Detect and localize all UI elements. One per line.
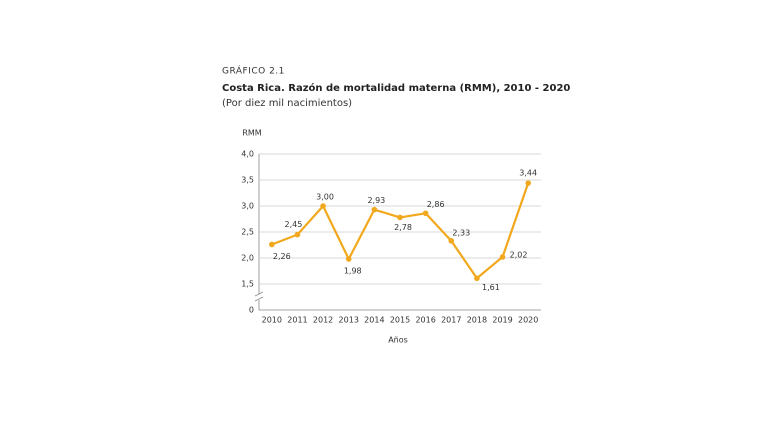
x-tick-label: 2020	[518, 316, 538, 325]
x-tick-label: 2014	[364, 316, 384, 325]
chart-label: GRÁFICO 2.1	[222, 65, 285, 77]
point	[422, 210, 429, 217]
data-label: 2,33	[452, 228, 470, 237]
point	[320, 203, 326, 209]
chart-title: Costa Rica. Razón de mortalidad materna …	[222, 82, 570, 94]
x-tick-label: 2013	[339, 316, 359, 325]
x-axis-title: Años	[388, 336, 408, 345]
point	[474, 275, 480, 282]
data-label: 2,26	[273, 252, 291, 261]
y-tick-label: 1,5	[241, 280, 254, 289]
axis-break	[254, 291, 264, 302]
data-label: 2,45	[285, 220, 303, 229]
axis-break-gap	[255, 294, 263, 300]
y-axis-title: RMM	[242, 129, 261, 138]
x-tick-label: 2016	[415, 316, 435, 325]
y-tick-label: 0	[249, 306, 254, 315]
x-tick-label: 2011	[287, 316, 307, 325]
point	[397, 214, 403, 221]
point	[525, 180, 531, 186]
y-tick-label: 2,5	[241, 228, 254, 237]
chart-subtitle: (Por diez mil nacimientos)	[222, 98, 352, 109]
x-tick-label: 2017	[441, 316, 461, 325]
y-tick-label: 4,0	[241, 150, 254, 159]
x-tick-label: 2010	[262, 316, 282, 325]
data-label: 2,93	[367, 196, 385, 205]
x-tick-label: 2018	[467, 316, 487, 325]
data-label: 2,78	[394, 223, 412, 232]
point	[371, 206, 378, 213]
point	[269, 241, 275, 248]
point	[345, 256, 352, 262]
data-label: 2,86	[427, 200, 445, 209]
y-tick-label: 3,0	[241, 202, 254, 211]
y-tick-label: 3,5	[241, 176, 254, 185]
data-label: 1,61	[482, 283, 500, 292]
data-label: 2,02	[510, 250, 528, 259]
point	[448, 238, 455, 244]
x-tick-label: 2019	[492, 316, 512, 325]
data-label: 3,00	[316, 193, 334, 202]
data-label: 3,44	[519, 169, 537, 178]
y-tick-label: 2,0	[241, 254, 254, 263]
point	[499, 254, 506, 260]
x-tick-label: 2015	[390, 316, 410, 325]
x-tick-label: 2012	[313, 316, 333, 325]
data-label: 1,98	[344, 267, 362, 276]
point	[294, 231, 301, 238]
